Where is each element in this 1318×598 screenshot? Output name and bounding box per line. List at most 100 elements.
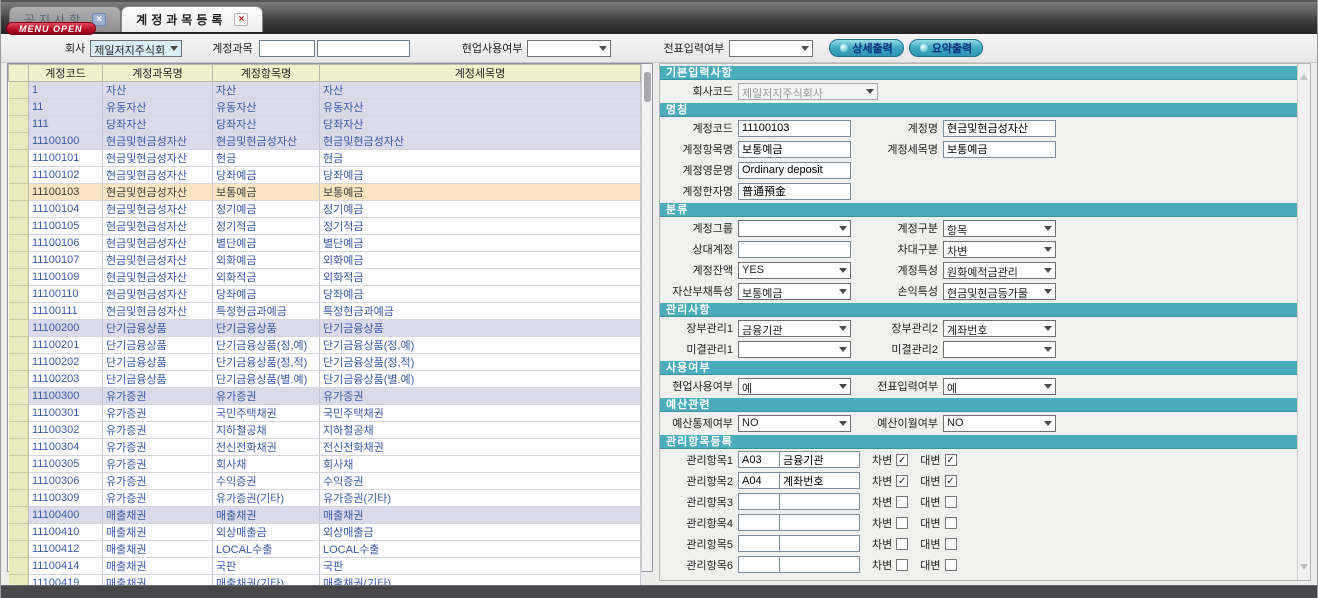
account-code-field[interactable] (738, 119, 851, 137)
row-selector[interactable] (8, 81, 29, 99)
panel-scrollbar[interactable] (1297, 64, 1310, 580)
account-group-select[interactable] (738, 219, 851, 237)
credit-checkbox[interactable] (944, 516, 957, 529)
table-row[interactable]: 1 자산 자산 자산 (8, 81, 641, 99)
row-selector[interactable] (8, 319, 29, 337)
budget-carryover-select[interactable]: NO (943, 414, 1056, 432)
table-row[interactable]: 11100414 매출채권 국판 국판 (8, 557, 641, 575)
ledger1-select[interactable]: 금융기관 (738, 319, 851, 337)
table-row[interactable]: 11 유동자산 유동자산 유동자산 (8, 98, 641, 116)
row-selector[interactable] (8, 438, 29, 456)
row-selector[interactable] (8, 353, 29, 371)
table-row[interactable]: 11100109 현금및현금성자산 외화적금 외화적금 (8, 268, 641, 286)
row-selector[interactable] (8, 251, 29, 269)
slip-use-select[interactable] (729, 39, 814, 57)
pending2-select[interactable] (943, 340, 1056, 358)
col-header-code[interactable]: 계정코드 (28, 64, 103, 82)
account-trait-select[interactable]: 원화예적금관리 (943, 261, 1056, 279)
table-row[interactable]: 11100104 현금및현금성자산 정기예금 정기예금 (8, 200, 641, 218)
table-row[interactable]: 11100302 유가증권 지하철공채 지하철공채 (8, 421, 641, 439)
row-selector[interactable] (8, 404, 29, 422)
debit-checkbox[interactable] (896, 558, 909, 571)
pending1-select[interactable] (738, 340, 851, 358)
table-row[interactable]: 11100400 매출채권 매출채권 매출채권 (8, 506, 641, 524)
row-selector[interactable] (8, 455, 29, 473)
row-selector[interactable] (8, 540, 29, 558)
row-selector[interactable] (8, 217, 29, 235)
debit-checkbox[interactable] (896, 537, 909, 550)
credit-checkbox[interactable] (944, 495, 957, 508)
mgmt-item-code-field[interactable] (738, 556, 780, 573)
table-row[interactable]: 11100203 단기금융상품 단기금융상품(별.예) 단기금융상품(별.예) (8, 370, 641, 388)
table-row[interactable]: 11100103 현금및현금성자산 보통예금 보통예금 (8, 183, 641, 201)
detail-name-field[interactable] (943, 140, 1056, 158)
row-selector[interactable] (8, 421, 29, 439)
mgmt-item-code-field[interactable] (738, 472, 780, 489)
row-selector[interactable] (8, 506, 29, 524)
mgmt-item-code-field[interactable] (738, 514, 780, 531)
credit-checkbox[interactable]: ✓ (944, 453, 957, 466)
row-selector[interactable] (8, 149, 29, 167)
mgmt-item-code-field[interactable] (738, 535, 780, 552)
slip-use-panel-select[interactable]: 예 (943, 377, 1056, 395)
table-row[interactable]: 11100111 현금및현금성자산 특정현금과예금 특정현금과예금 (8, 302, 641, 320)
company-select[interactable]: 제일저지주식회사 (90, 39, 183, 57)
field-use-select[interactable] (527, 39, 612, 57)
account-name-input[interactable] (316, 39, 410, 57)
debit-checkbox[interactable] (896, 495, 909, 508)
table-row[interactable]: 11100106 현금및현금성자산 별단예금 별단예금 (8, 234, 641, 252)
mgmt-item-name-field[interactable] (780, 535, 860, 552)
table-row[interactable]: 11100305 유가증권 회사채 회사채 (8, 455, 641, 473)
row-selector[interactable] (8, 523, 29, 541)
row-selector[interactable] (8, 285, 29, 303)
table-row[interactable]: 11100300 유가증권 유가증권 유가증권 (8, 387, 641, 405)
table-row[interactable]: 11100200 단기금융상품 단기금융상품 단기금융상품 (8, 319, 641, 337)
item-name-field[interactable] (738, 140, 851, 158)
summary-print-button[interactable]: 요약출력 (908, 39, 984, 57)
row-selector[interactable] (8, 98, 29, 116)
table-row[interactable]: 11100110 현금및현금성자산 당좌예금 당좌예금 (8, 285, 641, 303)
row-selector[interactable] (8, 302, 29, 320)
row-selector[interactable] (8, 336, 29, 354)
row-selector[interactable] (8, 574, 29, 585)
table-row[interactable]: 11100105 현금및현금성자산 정기적금 정기적금 (8, 217, 641, 235)
table-row[interactable]: 11100102 현금및현금성자산 당좌예금 당좌예금 (8, 166, 641, 184)
close-icon[interactable]: × (234, 13, 249, 26)
row-selector[interactable] (8, 557, 29, 575)
table-row[interactable]: 11100412 매출채권 LOCAL수출 LOCAL수출 (8, 540, 641, 558)
close-icon[interactable]: × (92, 13, 107, 26)
detail-print-button[interactable]: 상세출력 (829, 39, 904, 57)
mgmt-item-name-field[interactable] (780, 556, 860, 573)
row-selector[interactable] (8, 472, 29, 490)
account-name-field[interactable] (943, 119, 1056, 137)
account-balance-select[interactable]: YES (738, 261, 851, 279)
row-selector[interactable] (8, 200, 29, 218)
row-selector[interactable] (8, 489, 29, 507)
col-header-gwamok[interactable]: 계정과목명 (102, 64, 213, 82)
mgmt-item-name-field[interactable] (780, 493, 860, 510)
field-use-panel-select[interactable]: 예 (738, 377, 851, 395)
debit-checkbox[interactable]: ✓ (896, 453, 909, 466)
ledger2-select[interactable]: 계좌번호 (943, 319, 1056, 337)
debit-checkbox[interactable] (896, 516, 909, 529)
english-name-field[interactable] (738, 161, 851, 179)
hanja-name-field[interactable] (738, 182, 851, 200)
table-row[interactable]: 11100419 매출채권 매출채권(기타) 매출채권(기타) (8, 574, 641, 585)
table-row[interactable]: 11100410 매출채권 외상매출금 외상매출금 (8, 523, 641, 541)
credit-checkbox[interactable]: ✓ (944, 474, 957, 487)
table-row[interactable]: 11100304 유가증권 전신전화채권 전신전화채권 (8, 438, 641, 456)
scroll-down-icon[interactable] (1300, 564, 1308, 574)
col-header-hangmok[interactable]: 계정항목명 (212, 64, 320, 82)
mgmt-item-name-field[interactable] (780, 472, 860, 489)
table-row[interactable]: 11100201 단기금융상품 단기금융상품(정,예) 단기금융상품(정,예) (8, 336, 641, 354)
col-header-semok[interactable]: 계정세목명 (319, 64, 641, 82)
table-row[interactable]: 11100202 단기금융상품 단기금융상품(정,적) 단기금융상품(정,적) (8, 353, 641, 371)
debit-checkbox[interactable]: ✓ (896, 474, 909, 487)
grid-scrollbar[interactable] (641, 64, 652, 571)
table-row[interactable]: 11100309 유가증권 유가증권(기타) 유가증권(기타) (8, 489, 641, 507)
account-code-input[interactable] (258, 39, 315, 57)
profit-loss-trait-select[interactable]: 현금및현금등가물 (943, 282, 1056, 300)
mgmt-item-name-field[interactable] (780, 451, 860, 468)
table-row[interactable]: 11100100 현금및현금성자산 현금및현금성자산 현금및현금성자산 (8, 132, 641, 150)
counter-account-field[interactable] (738, 240, 851, 258)
